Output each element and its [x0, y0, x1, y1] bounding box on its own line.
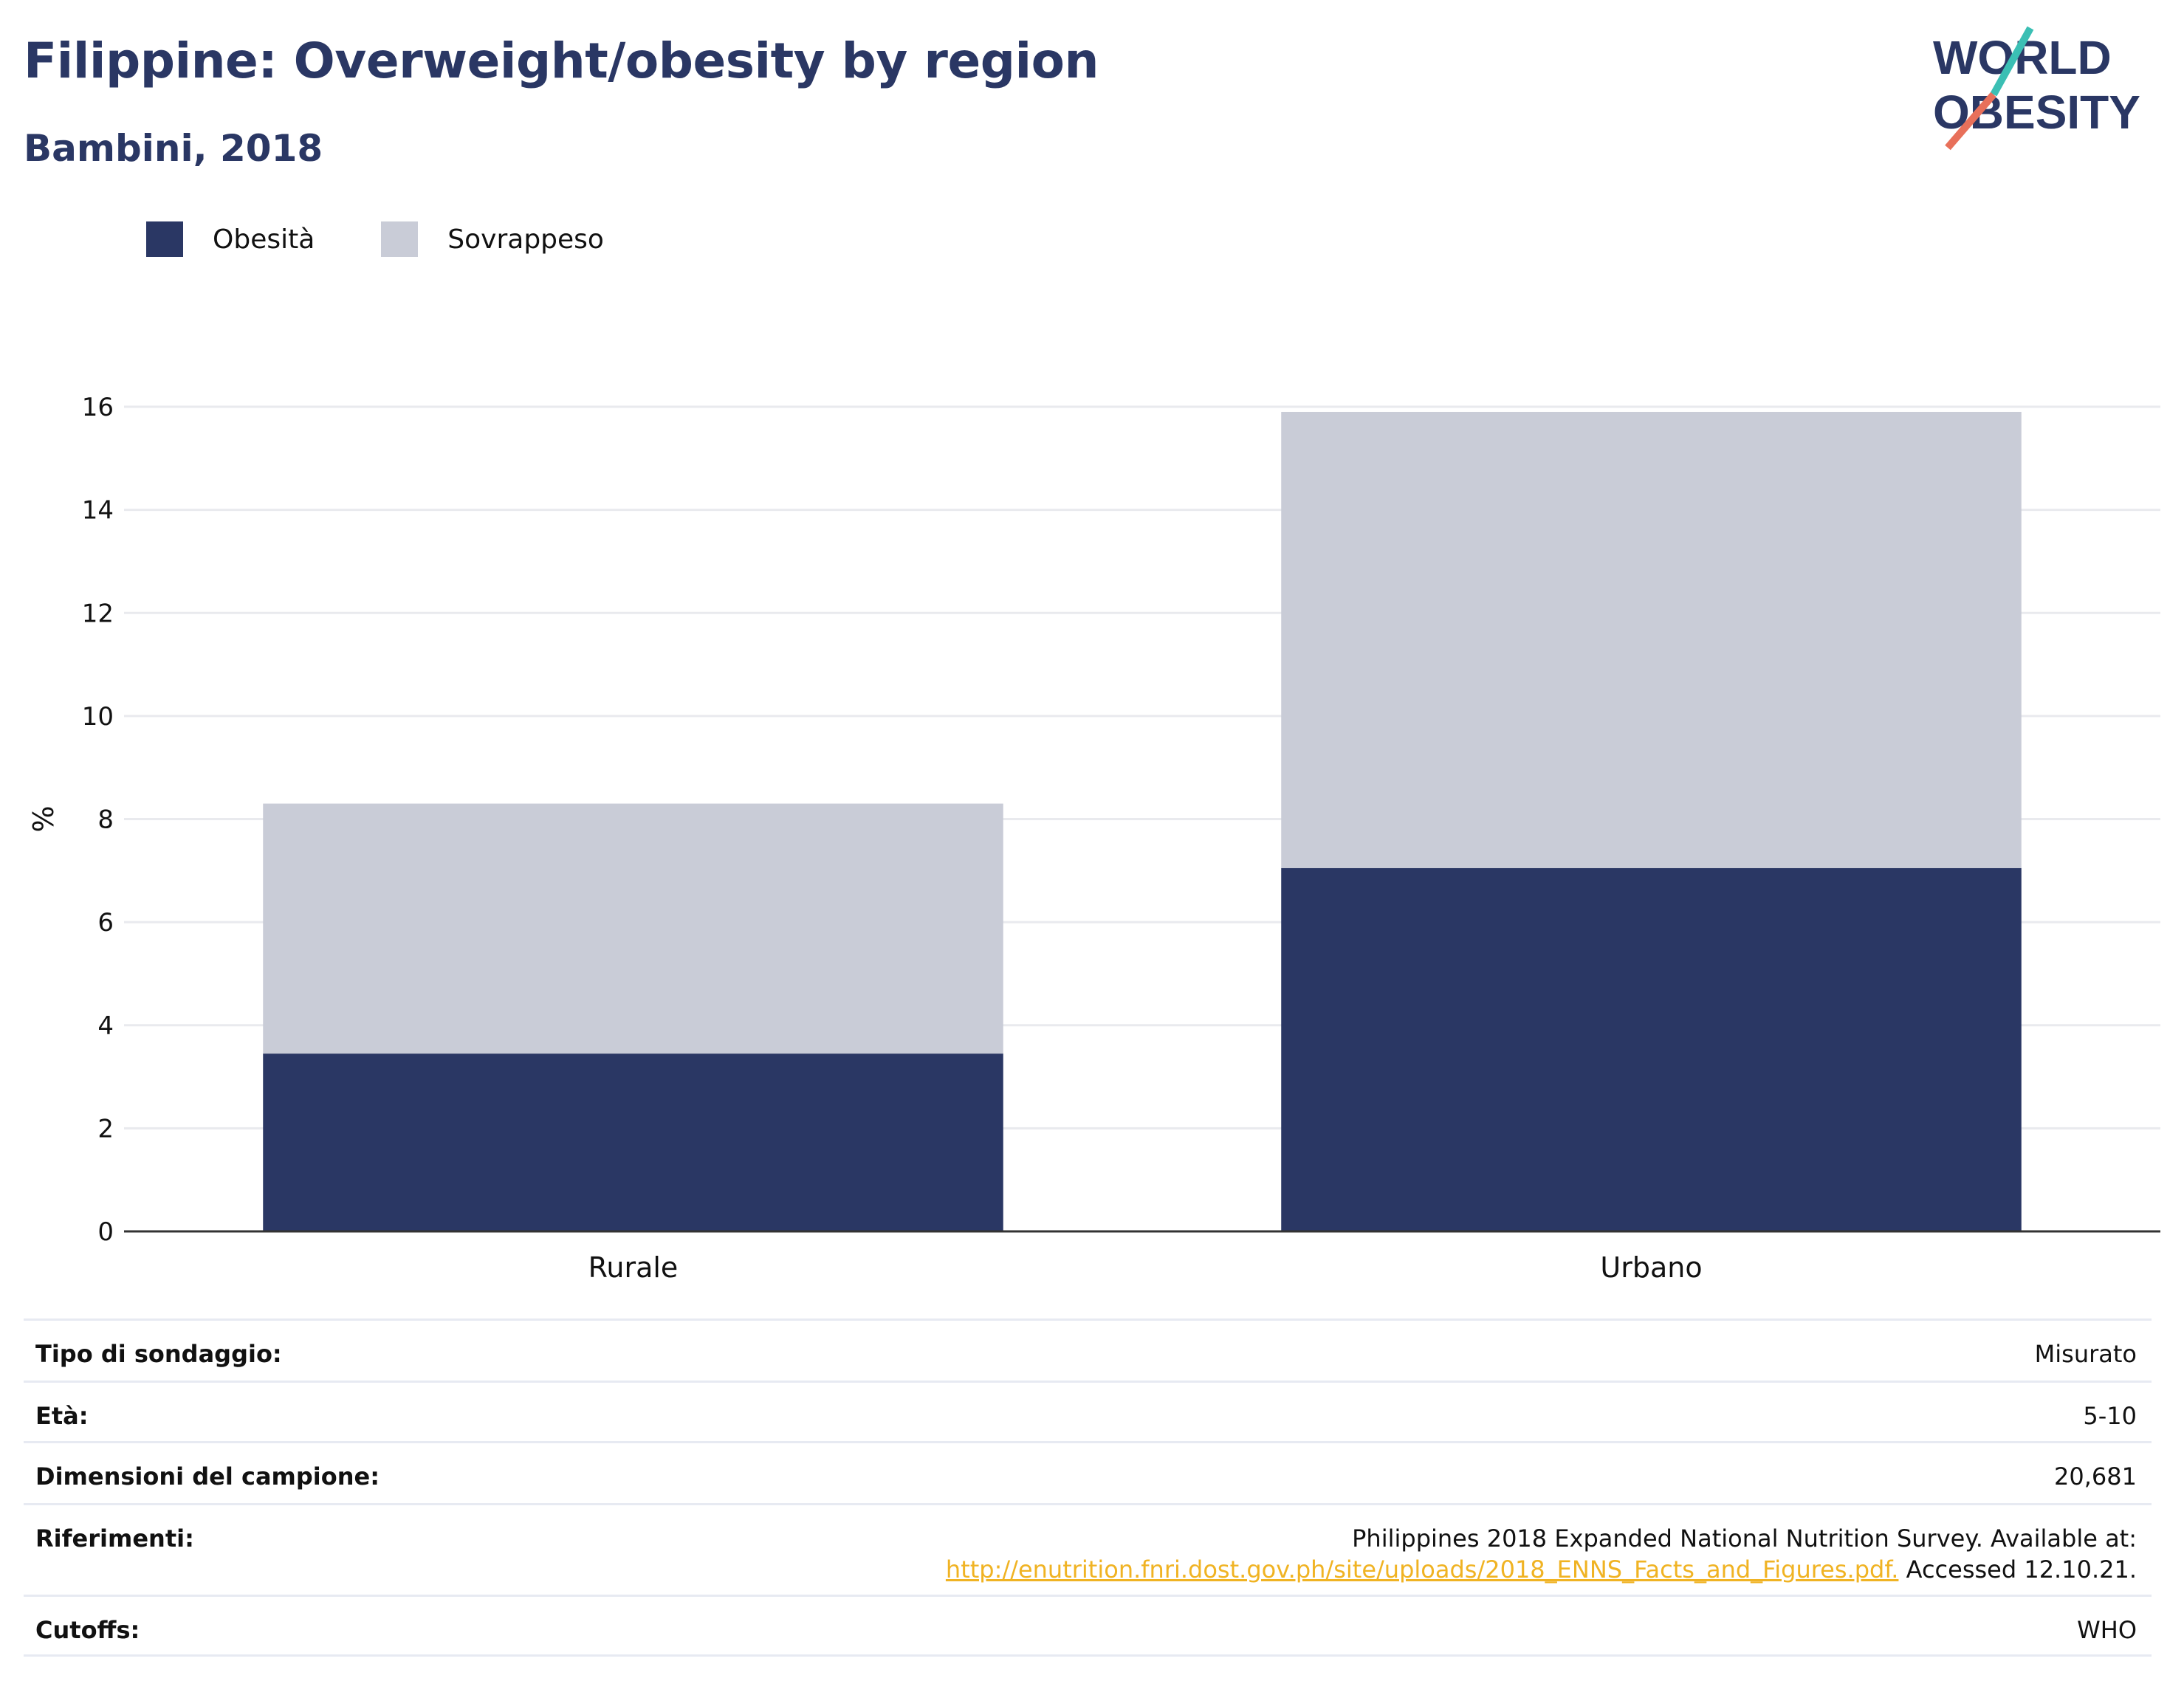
reference-text: Philippines 2018 Expanded National Nutri…: [1352, 1524, 2137, 1553]
y-axis-label: %: [27, 805, 60, 832]
y-tick-label: 12: [82, 599, 114, 628]
bar-obesity-rurale: [263, 1053, 1003, 1231]
info-key: Tipo di sondaggio:: [35, 1340, 282, 1368]
info-row-references: Riferimenti: Philippines 2018 Expanded N…: [24, 1503, 2152, 1595]
legend-swatch-obesity: [146, 221, 183, 257]
info-key: Cutoffs:: [35, 1616, 140, 1644]
legend: Obesità Sovrappeso: [146, 219, 670, 260]
bar-overweight-urbano: [1281, 411, 2022, 868]
bar-obesity-urbano: [1281, 867, 2022, 1231]
logo-slash-bottom: [1945, 92, 1996, 151]
info-value: 5-10: [2083, 1402, 2137, 1430]
bar-overweight-rurale: [263, 803, 1003, 1054]
y-tick-label: 6: [97, 908, 114, 938]
y-tick-label: 10: [82, 702, 114, 732]
y-tick-label: 0: [97, 1217, 114, 1247]
info-key: Dimensioni del campione:: [35, 1462, 380, 1491]
world-obesity-logo: WORLD OBESITY: [1933, 26, 2140, 151]
info-row-cutoffs: Cutoffs: WHO: [24, 1595, 2152, 1657]
chart-title: Filippine: Overweight/obesity by region: [24, 32, 1099, 89]
y-tick-label: 8: [97, 805, 114, 835]
info-key: Riferimenti:: [35, 1524, 194, 1553]
legend-label-obesity: Obesità: [213, 224, 315, 255]
info-value-references: Philippines 2018 Expanded National Nutri…: [946, 1523, 2152, 1585]
chart-subtitle: Bambini, 2018: [24, 127, 323, 170]
legend-swatch-overweight: [381, 221, 419, 257]
info-table: Tipo di sondaggio: Misurato Età: 5-10 Di…: [24, 1318, 2152, 1657]
y-tick-label: 16: [82, 393, 114, 422]
info-row-age: Età: 5-10: [24, 1381, 2152, 1441]
info-row-survey-type: Tipo di sondaggio: Misurato: [24, 1318, 2152, 1381]
logo-slash-top: [1990, 26, 2034, 97]
info-value: Misurato: [2034, 1340, 2137, 1368]
y-tick-label: 4: [97, 1011, 114, 1041]
bar-chart: 0 2 4 6 8 10 12 14 16% Rurale Urbano: [27, 393, 2160, 1284]
reference-accessed: Accessed 12.10.21.: [1898, 1555, 2137, 1584]
info-value: 20,681: [2054, 1462, 2137, 1491]
info-key: Età:: [35, 1402, 89, 1430]
reference-link[interactable]: http://enutrition.fnri.dost.gov.ph/site/…: [945, 1555, 1899, 1584]
info-row-sample-size: Dimensioni del campione: 20,681: [24, 1441, 2152, 1503]
legend-item-overweight[interactable]: Sovrappeso: [381, 221, 604, 257]
info-value: WHO: [2077, 1616, 2137, 1644]
y-tick-label: 2: [97, 1114, 114, 1144]
legend-item-obesity[interactable]: Obesità: [146, 221, 315, 257]
y-tick-label: 14: [82, 496, 114, 526]
x-tick-label: Urbano: [1600, 1251, 1702, 1284]
x-tick-label: Rurale: [588, 1251, 679, 1284]
legend-label-overweight: Sovrappeso: [447, 224, 604, 255]
